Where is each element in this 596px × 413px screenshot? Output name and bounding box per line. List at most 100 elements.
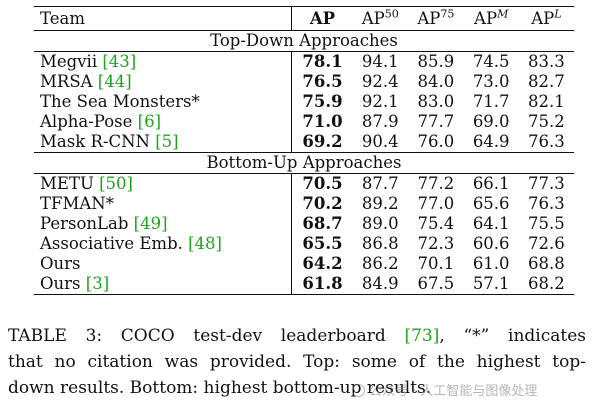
table-row: MRSA [44] 76.5 92.4 84.0 73.0 82.7 <box>34 72 574 92</box>
header-ap75-base: AP <box>417 9 441 28</box>
team-name: Alpha-Pose <box>40 112 138 131</box>
team-cell: METU [50] <box>34 173 293 194</box>
value-ap: 64.2 <box>302 254 343 273</box>
team-cell: Megvii [43] <box>34 51 293 72</box>
value-apm: 61.0 <box>472 254 510 273</box>
table-body: Top-Down Approaches Megvii [43] 78.1 94.1 85… <box>34 30 574 295</box>
leaderboard-table: Team AP AP50 AP75 APM APL Top-Down Appro… <box>34 6 574 295</box>
value-ap75: 75.4 <box>417 214 455 233</box>
team-citation[interactable]: [3] <box>85 274 110 293</box>
table-row: PersonLab [49] 68.7 89.0 75.4 64.1 75.5 <box>34 214 574 234</box>
value-apm: 65.6 <box>472 194 510 213</box>
team-cell: Ours <box>34 254 293 274</box>
team-name: Ours <box>40 254 81 273</box>
value-apm: 60.6 <box>472 234 510 253</box>
team-cell: TFMAN* <box>34 194 293 214</box>
caption-line-1: TABLE 3: COCO test-dev leaderboard [73],… <box>8 323 586 349</box>
value-apm: 64.9 <box>472 132 510 151</box>
value-apl: 76.3 <box>528 194 565 213</box>
section-title: Bottom-Up Approaches <box>34 152 574 174</box>
team-cell: The Sea Monsters* <box>34 92 293 112</box>
team-name: Ours <box>40 274 86 293</box>
caption-citation[interactable]: [73] <box>404 326 440 346</box>
team-cell: Ours [3] <box>34 274 293 295</box>
value-apm: 66.1 <box>472 174 510 193</box>
header-ap50-base: AP <box>361 9 385 28</box>
value-ap75: 84.0 <box>417 72 455 91</box>
table-row: Ours 64.2 86.2 70.1 61.0 68.8 <box>34 254 574 274</box>
team-citation[interactable]: [44] <box>97 72 132 91</box>
value-ap: 75.9 <box>302 92 343 111</box>
value-ap50: 94.1 <box>361 52 399 71</box>
header-ap: AP <box>291 6 353 31</box>
value-apl: 68.2 <box>518 274 574 295</box>
value-apm: 71.7 <box>472 92 510 111</box>
value-ap50: 86.8 <box>361 234 399 253</box>
value-ap75: 70.1 <box>417 254 455 273</box>
table-row: Alpha-Pose [6] 71.0 87.9 77.7 69.0 75.2 <box>34 112 574 132</box>
caption-line-1-b: , “*” indicates <box>439 326 586 346</box>
team-citation[interactable]: [48] <box>188 234 222 253</box>
value-apl: 83.3 <box>528 52 565 71</box>
value-ap50: 89.2 <box>361 194 399 213</box>
value-ap75: 76.0 <box>417 132 455 151</box>
table-row: TFMAN* 70.2 89.2 77.0 65.6 76.3 <box>34 194 574 214</box>
section-header-row: Top-Down Approaches <box>34 30 574 52</box>
wechat-icon <box>352 384 365 397</box>
watermark: 公众号 · 人工智能与图像处理 <box>352 380 537 399</box>
team-citation[interactable]: [49] <box>133 214 168 233</box>
value-apl: 77.3 <box>528 174 565 193</box>
leaderboard-table-container: Team AP AP50 AP75 APM APL Top-Down Appro… <box>34 6 574 295</box>
team-name: Associative Emb. <box>40 234 189 253</box>
value-apl: 76.3 <box>528 132 565 151</box>
watermark-text: 公众号 · 人工智能与图像处理 <box>369 384 538 399</box>
header-apm-base: AP <box>474 9 498 28</box>
team-name: PersonLab <box>40 214 134 233</box>
header-apl-sup: L <box>554 7 562 21</box>
value-apm: 69.0 <box>472 112 510 131</box>
caption-line-1-a: TABLE 3: COCO test-dev leaderboard <box>8 326 405 346</box>
value-ap50: 92.4 <box>361 72 399 91</box>
table-row: The Sea Monsters* 75.9 92.1 83.0 71.7 82.1 <box>34 92 574 112</box>
value-ap50: 89.0 <box>361 214 399 233</box>
team-cell: Alpha-Pose [6] <box>34 112 293 132</box>
header-ap50: AP50 <box>352 6 409 31</box>
value-ap50: 87.7 <box>361 174 399 193</box>
header-team: Team <box>34 6 293 31</box>
value-ap50: 86.2 <box>361 254 399 273</box>
value-apl: 75.5 <box>528 214 565 233</box>
value-ap75: 85.9 <box>417 52 455 71</box>
value-apl: 82.7 <box>528 72 565 91</box>
value-ap: 76.5 <box>302 72 343 91</box>
team-cell: Mask R-CNN [5] <box>34 132 293 153</box>
table-row: Associative Emb. [48] 65.5 86.8 72.3 60.6 72.… <box>34 234 574 254</box>
value-ap: 70.2 <box>302 194 343 213</box>
team-name: METU <box>40 174 100 193</box>
team-cell: Associative Emb. [48] <box>34 234 293 254</box>
table-row: Mask R-CNN [5] 69.2 90.4 76.0 64.9 76.3 <box>34 132 574 153</box>
value-ap75: 77.2 <box>417 174 455 193</box>
team-name: TFMAN* <box>40 194 114 213</box>
header-ap50-sup: 50 <box>384 7 399 21</box>
team-citation[interactable]: [5] <box>155 132 179 151</box>
value-ap: 69.2 <box>302 132 343 151</box>
header-apm-sup: M <box>497 7 509 21</box>
value-ap75: 72.3 <box>417 234 455 253</box>
value-apl: 72.6 <box>528 234 565 253</box>
value-ap50: 92.1 <box>361 92 399 111</box>
value-ap75: 67.5 <box>408 274 464 295</box>
value-ap: 78.1 <box>302 52 343 71</box>
section-title: Top-Down Approaches <box>34 30 574 52</box>
header-apm: APM <box>463 6 519 31</box>
value-ap50: 87.9 <box>361 112 399 131</box>
value-apl: 68.8 <box>528 254 565 273</box>
team-citation[interactable]: [6] <box>137 112 162 131</box>
value-ap50: 84.9 <box>352 274 409 295</box>
team-citation[interactable]: [43] <box>102 52 137 71</box>
header-apl-base: AP <box>531 9 555 28</box>
value-apm: 74.5 <box>472 52 510 71</box>
team-name: The Sea Monsters* <box>40 92 200 111</box>
team-citation[interactable]: [50] <box>99 174 133 193</box>
value-ap75: 83.0 <box>417 92 455 111</box>
value-apl: 75.2 <box>528 112 565 131</box>
